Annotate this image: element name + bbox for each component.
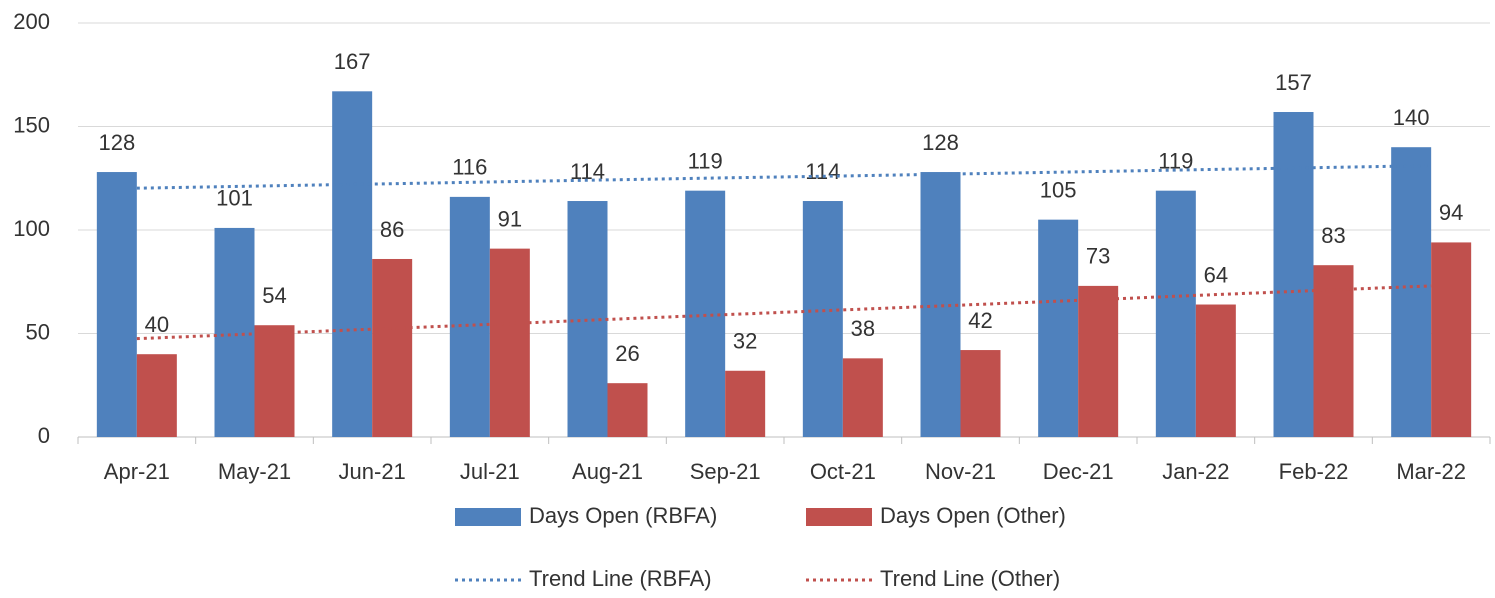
- x-tick-label: Apr-21: [104, 459, 170, 484]
- data-label: 38: [851, 316, 875, 341]
- x-tick-label: Feb-22: [1279, 459, 1349, 484]
- legend-swatch: [806, 508, 872, 526]
- x-tick-label: Nov-21: [925, 459, 996, 484]
- data-label: 64: [1204, 262, 1228, 287]
- data-label: 42: [968, 308, 992, 333]
- x-tick-label: Aug-21: [572, 459, 643, 484]
- bar: [96, 172, 137, 438]
- bar: [1313, 265, 1354, 437]
- legend-label: Days Open (RBFA): [529, 503, 717, 528]
- data-label: 54: [262, 283, 286, 308]
- data-label: 157: [1275, 70, 1312, 95]
- bar: [960, 350, 1001, 437]
- data-label: 116: [452, 155, 487, 180]
- bar: [802, 201, 843, 437]
- x-tick-label: Jun-21: [339, 459, 406, 484]
- data-label: 83: [1321, 223, 1345, 248]
- bar: [489, 248, 530, 437]
- bar: [214, 227, 255, 437]
- data-label: 114: [805, 159, 840, 184]
- bar: [1273, 112, 1314, 437]
- bar: [1038, 219, 1079, 437]
- bar: [607, 383, 648, 437]
- legend-label: Trend Line (Other): [880, 566, 1060, 591]
- bar: [725, 370, 766, 437]
- x-tick-label: Dec-21: [1043, 459, 1114, 484]
- data-label: 73: [1086, 244, 1110, 269]
- trend-line: [136, 164, 1432, 190]
- bar: [1195, 304, 1236, 437]
- y-tick-label: 200: [13, 9, 50, 34]
- bar: [842, 358, 883, 437]
- legend-swatch: [455, 508, 521, 526]
- y-tick-label: 100: [13, 216, 50, 241]
- bar: [1431, 242, 1472, 437]
- data-label: 32: [733, 329, 757, 354]
- data-label: 105: [1040, 177, 1077, 202]
- data-label: 140: [1393, 105, 1430, 130]
- data-label: 40: [145, 312, 169, 337]
- trend-line: [136, 284, 1432, 341]
- bar: [449, 196, 490, 437]
- x-tick-label: May-21: [218, 459, 291, 484]
- data-label: 94: [1439, 200, 1463, 225]
- y-tick-label: 50: [26, 319, 50, 344]
- x-tick-label: Sep-21: [690, 459, 761, 484]
- bar: [372, 258, 413, 437]
- y-tick-label: 150: [13, 112, 50, 137]
- data-label: 119: [688, 148, 723, 173]
- data-label: 128: [922, 130, 959, 155]
- bar: [567, 201, 608, 437]
- y-tick-label: 0: [38, 423, 50, 448]
- bar: [332, 91, 373, 437]
- bar: [1155, 190, 1196, 437]
- bar: [254, 325, 295, 437]
- bar: [920, 172, 961, 438]
- data-label: 101: [216, 186, 253, 211]
- data-label: 86: [380, 217, 404, 242]
- bar: [1391, 147, 1432, 437]
- data-label: 128: [98, 130, 135, 155]
- data-label: 26: [615, 341, 639, 366]
- x-tick-label: Mar-22: [1396, 459, 1466, 484]
- data-label: 91: [498, 206, 522, 231]
- x-tick-label: Jul-21: [460, 459, 520, 484]
- x-tick-label: Jan-22: [1162, 459, 1229, 484]
- legend-label: Trend Line (RBFA): [529, 566, 712, 591]
- bar: [1078, 285, 1119, 437]
- legend-label: Days Open (Other): [880, 503, 1066, 528]
- x-tick-label: Oct-21: [810, 459, 876, 484]
- data-label: 167: [334, 49, 371, 74]
- bar: [136, 354, 177, 437]
